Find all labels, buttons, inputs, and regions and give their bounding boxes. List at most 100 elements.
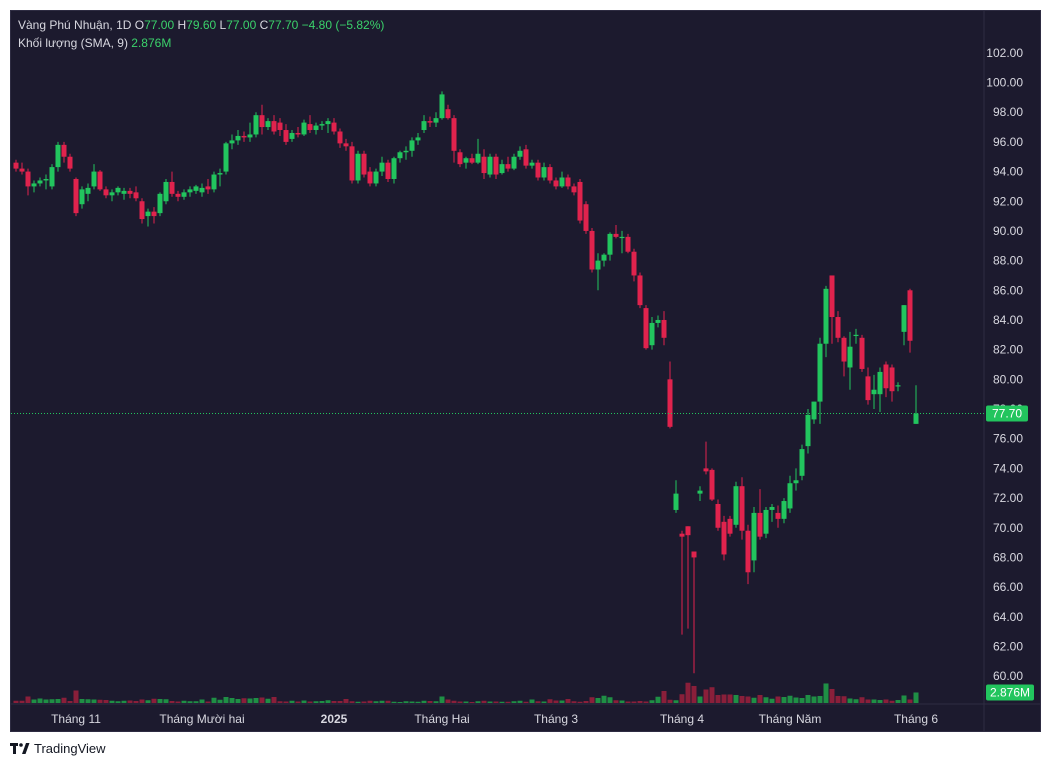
candle: [409, 137, 415, 157]
candle: [751, 506, 757, 573]
volume-bar: [307, 701, 313, 703]
time-tick-label: Tháng Năm: [759, 712, 822, 726]
candle-body: [811, 401, 817, 420]
candle-body: [487, 156, 493, 175]
candle-body: [151, 211, 157, 217]
candle: [475, 138, 481, 165]
candlestick-chart[interactable]: 102.00 100.00 98.00 96.00 94.00 92.00 90.00 88.…: [11, 11, 1040, 731]
candle-body: [235, 135, 241, 141]
price-tick-label: 88.00: [993, 254, 1023, 268]
volume-bar: [703, 689, 709, 703]
volume-bar: [79, 698, 85, 703]
candle: [703, 441, 709, 475]
candle: [433, 112, 439, 128]
candle-body: [607, 233, 613, 255]
price-tick-label: 72.00: [993, 491, 1023, 505]
time-tick-label: 2025: [321, 712, 348, 726]
volume-bar: [193, 701, 199, 703]
volume-bar: [913, 692, 919, 703]
candle: [871, 374, 877, 410]
volume-bar: [505, 701, 511, 703]
candle-body: [661, 319, 667, 338]
volume-bar: [793, 697, 799, 703]
candle: [637, 272, 643, 309]
candle-body: [373, 171, 379, 184]
candle-body: [409, 140, 415, 151]
candle: [343, 138, 349, 151]
candle-body: [469, 158, 475, 163]
candle: [595, 253, 601, 291]
volume-series: [13, 682, 919, 703]
high-value: 79.60: [186, 18, 217, 32]
candle: [79, 186, 85, 209]
candle: [325, 118, 331, 133]
candle: [745, 524, 751, 585]
symbol-label: Vàng Phú Nhuận, 1D: [18, 18, 132, 32]
candle-body: [631, 251, 637, 276]
volume-bar: [679, 694, 685, 703]
volume-bar: [631, 701, 637, 703]
candle: [685, 526, 691, 629]
candle-body: [889, 367, 895, 392]
candle-body: [175, 193, 181, 197]
candle: [853, 328, 859, 344]
price-tick-label: 92.00: [993, 194, 1023, 208]
candle: [199, 183, 205, 197]
volume-bar: [337, 700, 343, 703]
candle: [607, 232, 613, 261]
volume-bar: [457, 701, 463, 703]
volume-bar: [235, 698, 241, 703]
candle-body: [571, 186, 577, 193]
candle: [505, 156, 511, 172]
price-tick-label: 84.00: [993, 313, 1023, 327]
candle-body: [379, 162, 385, 172]
volume-bar: [697, 696, 703, 703]
volume-bar: [295, 701, 301, 703]
candle-body: [523, 149, 529, 166]
candle: [37, 177, 43, 187]
footer[interactable]: TradingView: [10, 741, 106, 756]
candle: [817, 337, 823, 424]
close-value: 77.70: [268, 18, 299, 32]
volume-bar: [547, 699, 553, 703]
candle: [733, 481, 739, 528]
candle: [541, 162, 547, 181]
candle: [403, 146, 409, 160]
candle: [31, 180, 37, 193]
candle-body: [133, 192, 139, 199]
candle: [661, 311, 667, 346]
volume-bar: [577, 701, 583, 703]
candle-body: [271, 121, 277, 132]
candle: [643, 305, 649, 350]
price-axis: 102.00 100.00 98.00 96.00 94.00 92.00 90.00 88.…: [986, 46, 1023, 683]
volume-bar: [595, 697, 601, 703]
candle: [811, 401, 817, 424]
volume-bar: [319, 700, 325, 703]
volume-bar: [499, 701, 505, 703]
candle-body: [475, 153, 481, 163]
volume-bar: [31, 699, 37, 703]
candle: [895, 382, 901, 392]
volume-bar: [259, 697, 265, 703]
candle: [889, 364, 895, 402]
candle-body: [601, 254, 607, 261]
volume-bar: [391, 701, 397, 703]
candle: [805, 409, 811, 454]
volume-bar: [181, 700, 187, 703]
candle-body: [829, 275, 835, 318]
volume-bar: [445, 699, 451, 703]
high-label: H: [177, 18, 187, 32]
candle-body: [325, 121, 331, 125]
volume-bar: [175, 701, 181, 703]
candle-body: [265, 121, 271, 128]
candle: [91, 164, 97, 190]
candle-body: [229, 140, 235, 144]
candle-body: [367, 171, 373, 184]
candle: [13, 159, 19, 172]
volume-bar: [733, 694, 739, 703]
candle: [271, 115, 277, 135]
chart-panel[interactable]: 102.00 100.00 98.00 96.00 94.00 92.00 90.00 88.…: [10, 10, 1041, 732]
candle-body: [745, 530, 751, 573]
candle: [463, 156, 469, 169]
candle-body: [145, 211, 151, 217]
